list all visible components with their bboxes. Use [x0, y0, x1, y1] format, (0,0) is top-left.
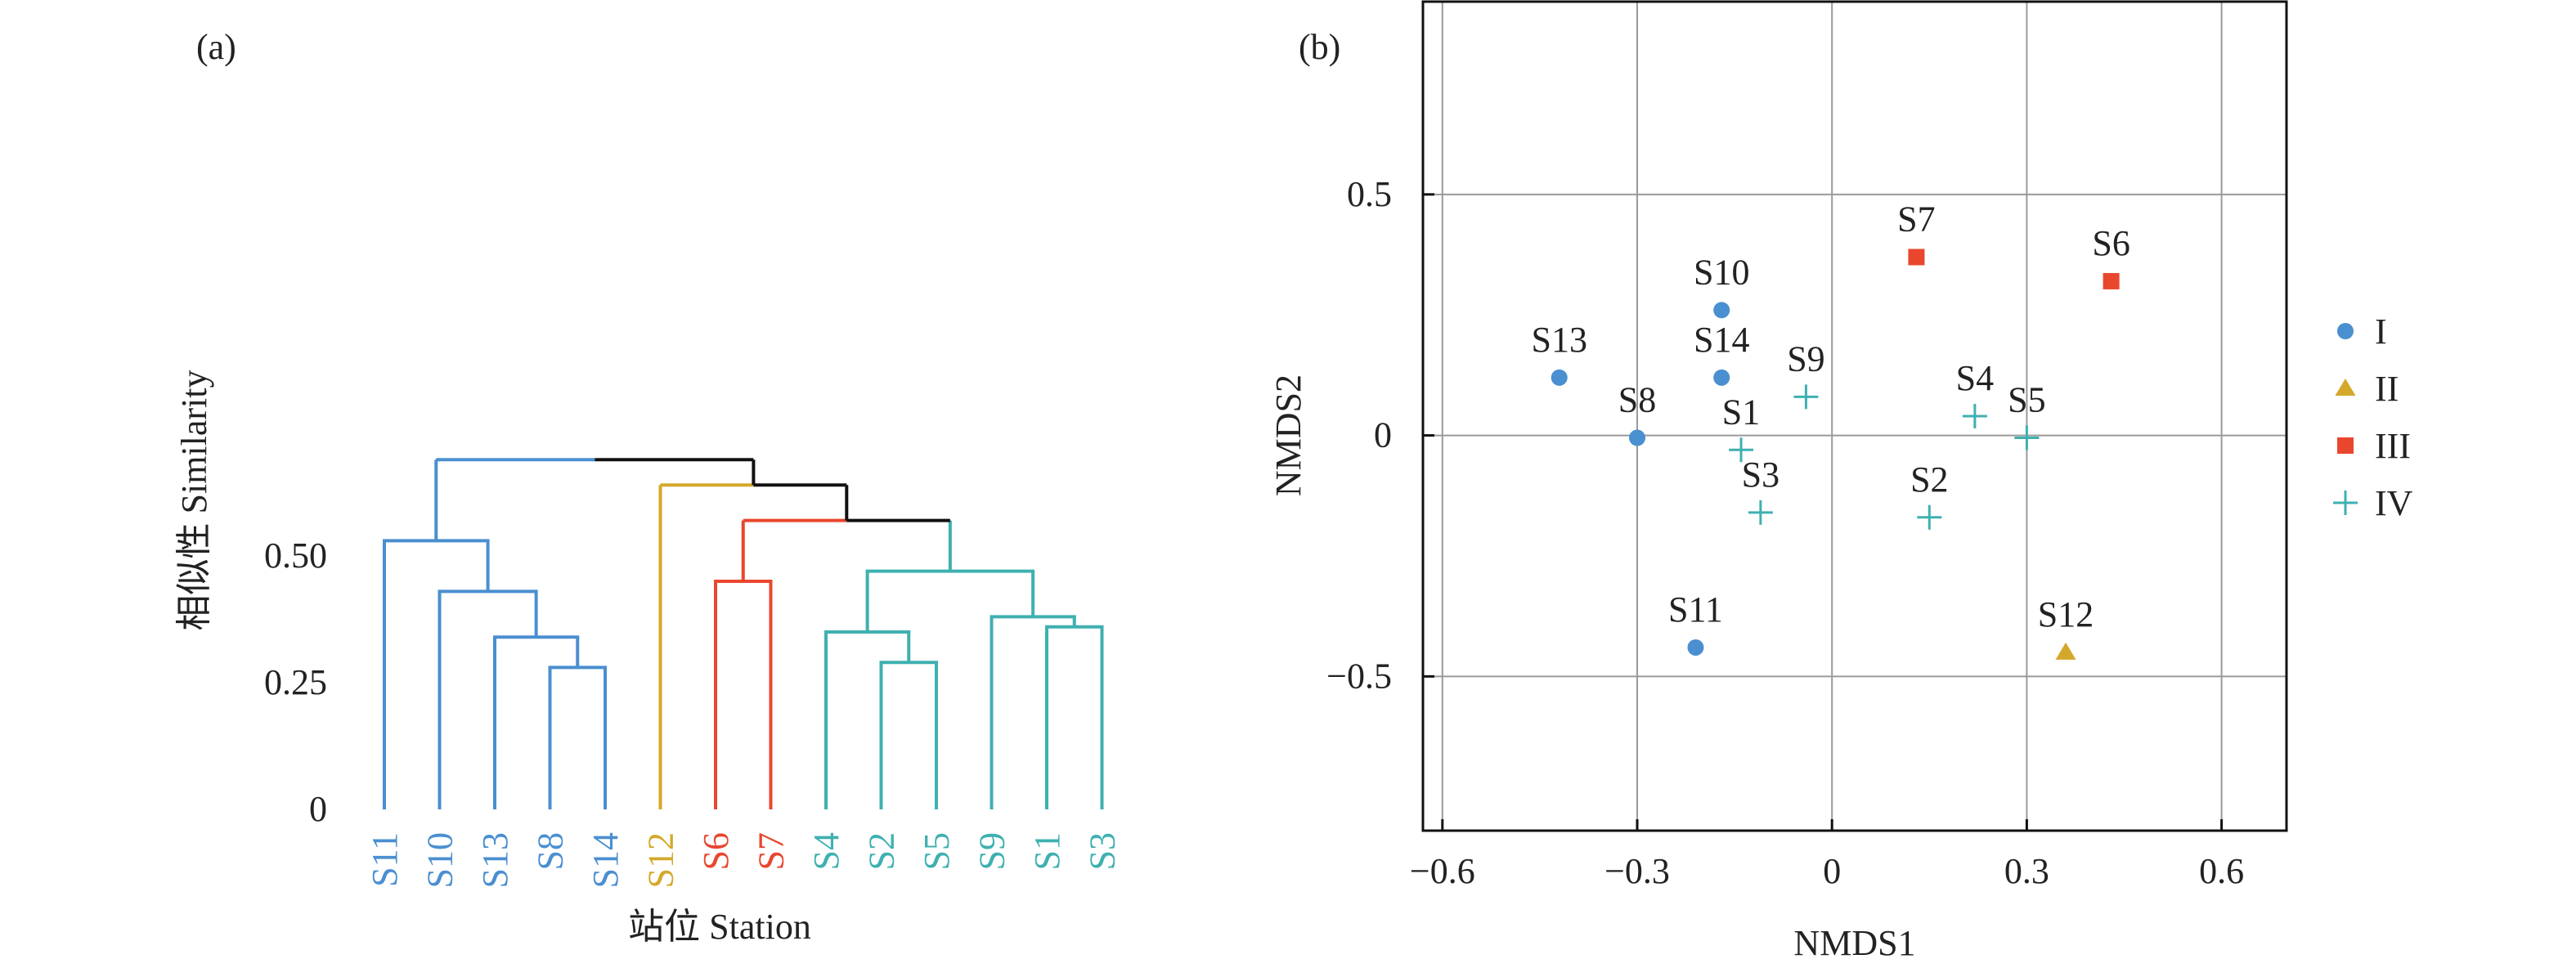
nmds-point-plus	[1917, 504, 1942, 530]
nmds-point-label: S5	[2008, 380, 2045, 420]
dendrogram-leaf-label: S13	[475, 832, 515, 888]
nmds-point-label: S2	[1910, 459, 1948, 500]
dendrogram-leaf-label: S14	[586, 832, 626, 888]
nmds-x-tick-label: −0.6	[1410, 851, 1475, 891]
nmds-legend-label: IV	[2375, 483, 2413, 523]
nmds-x-tick-label: 0.3	[2004, 851, 2049, 891]
nmds-xlabel: NMDS1	[1793, 923, 1915, 963]
dendrogram-y-tick-label: 0	[309, 789, 327, 829]
nmds-point-label: S6	[2092, 223, 2129, 263]
nmds-point-label: S14	[1694, 320, 1749, 360]
nmds-x-tick-label: −0.3	[1604, 851, 1670, 891]
panel-b-label: (b)	[1299, 27, 1340, 67]
nmds-point-plus	[2014, 425, 2040, 450]
dendrogram-leaf-label: S6	[696, 832, 736, 870]
nmds-point-label: S13	[1531, 320, 1586, 360]
nmds-y-tick-label: 0.5	[1347, 174, 1392, 214]
dendrogram-ylabel: 相似性 Similarity	[174, 370, 214, 631]
nmds-point-circle	[1687, 639, 1704, 656]
dendrogram-panel: (a) 相似性 Similarity 站位 Station 00.250.50 …	[174, 27, 1123, 947]
dendrogram-leaf-label: S11	[365, 832, 405, 887]
nmds-point-plus	[1962, 404, 1987, 428]
dendrogram-leaf-labels: S11 S10 S13 S8 S14 S12 S6 S7 S4 S2 S5 S9 S1 S3	[365, 832, 1123, 888]
nmds-point-circle	[1629, 429, 1646, 446]
nmds-point-label: S7	[1897, 199, 1935, 239]
dendrogram-leaf-label: S1	[1027, 832, 1067, 870]
nmds-gridlines	[1423, 2, 2287, 831]
nmds-legend-label: III	[2375, 426, 2411, 466]
dendrogram-leaf-label: S8	[531, 832, 571, 870]
dendrogram-y-ticks: 0 0.25 0.50	[264, 536, 327, 829]
panel-a-label: (a)	[196, 27, 236, 67]
nmds-points: S13 S10 S14 S8 S11 S12 S7 S6 S9 S1 S3 S4 S5 S2	[1531, 199, 2130, 660]
nmds-point-label: S11	[1668, 589, 1723, 630]
dendrogram-leaf-label: S2	[862, 832, 902, 870]
nmds-point-label: S4	[1956, 358, 1994, 398]
nmds-point-circle	[1551, 369, 1568, 386]
nmds-panel: (b) −0.6 −0.3 0 0.3 0.6−0.500.5 NMDS1 NMDS2 …	[1268, 0, 2413, 963]
dendrogram-leaf-label: S4	[806, 832, 846, 870]
nmds-point-circle	[2337, 323, 2354, 339]
nmds-point-label: S10	[1694, 252, 1749, 292]
nmds-legend-label: I	[2375, 311, 2387, 352]
nmds-point-label: S8	[1618, 380, 1656, 420]
nmds-y-tick-label: 0	[1374, 415, 1392, 455]
dendrogram-leaf-label: S3	[1083, 832, 1123, 870]
nmds-point-plus	[1793, 384, 1819, 410]
nmds-point-label: S1	[1722, 392, 1760, 432]
dendrogram-xlabel: 站位 Station	[628, 907, 811, 947]
nmds-point-triangle	[2055, 642, 2076, 660]
nmds-axis-ticks: −0.6 −0.3 0 0.3 0.6 −0.5 0 0.5	[1326, 174, 2244, 891]
nmds-point-plus	[2333, 491, 2358, 515]
nmds-y-tick-label: −0.5	[1326, 656, 1392, 696]
dendrogram-leaf-label: S7	[752, 832, 792, 870]
nmds-point-label: S12	[2038, 594, 2094, 634]
dendrogram-y-tick-label: 0.50	[264, 536, 327, 576]
dendrogram-leaf-label: S10	[420, 832, 460, 888]
dendrogram-leaf-label: S12	[641, 832, 681, 888]
nmds-point-triangle	[2335, 379, 2356, 396]
nmds-point-plus	[1748, 500, 1773, 525]
nmds-point-label: S3	[1742, 455, 1779, 495]
nmds-ylabel: NMDS2	[1268, 374, 1308, 496]
nmds-point-square	[1908, 249, 1925, 266]
nmds-point-plus	[1729, 437, 1754, 463]
nmds-x-tick-label: 0.6	[2199, 851, 2244, 891]
dendrogram-branches	[383, 458, 1104, 809]
nmds-x-tick-label: 0	[1823, 851, 1841, 891]
nmds-point-square	[2103, 272, 2120, 289]
nmds-point-circle	[1713, 369, 1730, 386]
dendrogram-leaf-label: S9	[972, 832, 1012, 870]
nmds-legend-label: II	[2375, 369, 2399, 409]
nmds-point-label: S9	[1787, 338, 1824, 379]
dendrogram-leaf-label: S5	[917, 832, 957, 870]
nmds-point-circle	[1713, 302, 1730, 319]
dendrogram-y-tick-label: 0.25	[264, 662, 327, 702]
nmds-point-square	[2337, 437, 2354, 454]
nmds-plot-frame	[1421, 0, 2288, 832]
